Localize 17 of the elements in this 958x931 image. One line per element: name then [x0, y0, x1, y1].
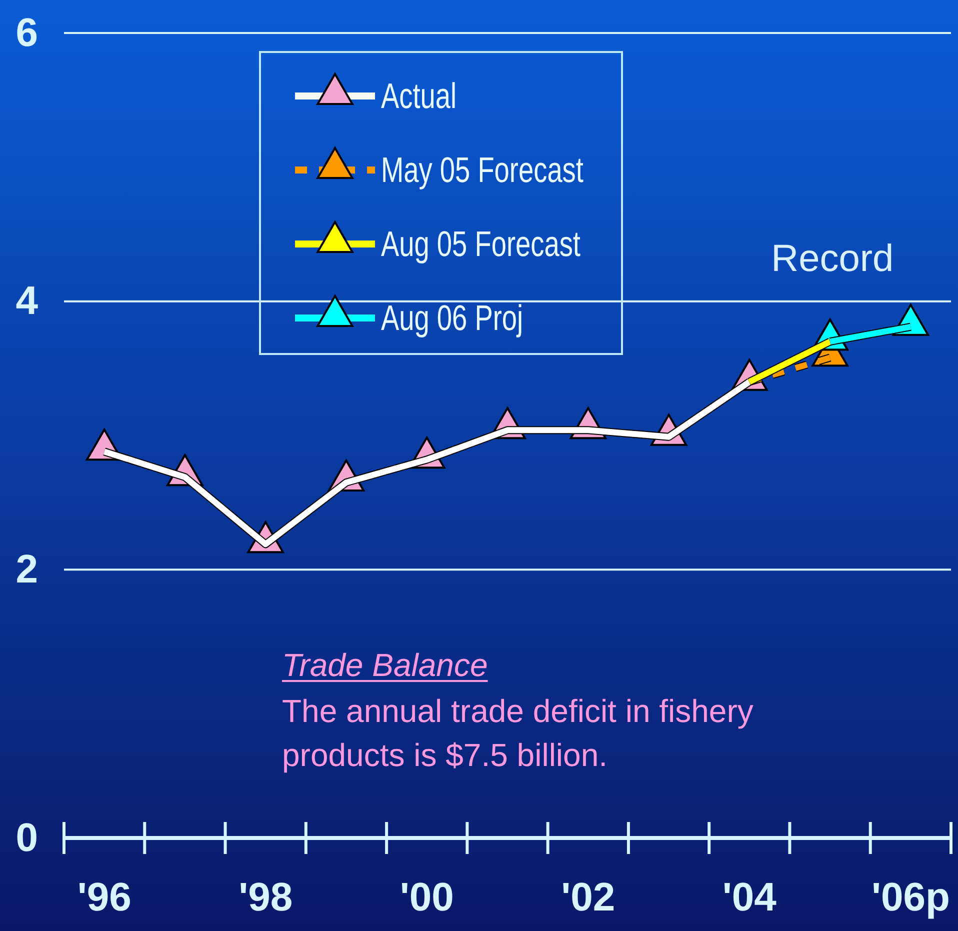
- x-tick-label: '00: [400, 875, 454, 920]
- annotation: The annual trade deficit in fishery products is $7.5 billion.: [282, 693, 754, 773]
- y-tick-label: 2: [16, 547, 38, 592]
- legend-label: Aug 05 Forecast: [381, 223, 581, 264]
- y-tick-label: 4: [16, 279, 39, 324]
- legend-label: Aug 06 Proj: [381, 297, 524, 338]
- x-tick-label: '02: [561, 875, 616, 920]
- y-tick-label: 0: [16, 816, 38, 860]
- x-tick-label: '98: [238, 875, 293, 920]
- x-tick-label: '04: [722, 875, 778, 920]
- x-tick-label: '06p: [871, 875, 950, 920]
- annotation: Trade Balance: [282, 647, 488, 683]
- y-tick-label: 6: [16, 10, 38, 55]
- legend-label: Actual: [381, 75, 457, 116]
- x-tick-label: '96: [77, 875, 132, 920]
- legend-label: May 05 Forecast: [381, 149, 584, 190]
- annotation: Record: [771, 238, 894, 280]
